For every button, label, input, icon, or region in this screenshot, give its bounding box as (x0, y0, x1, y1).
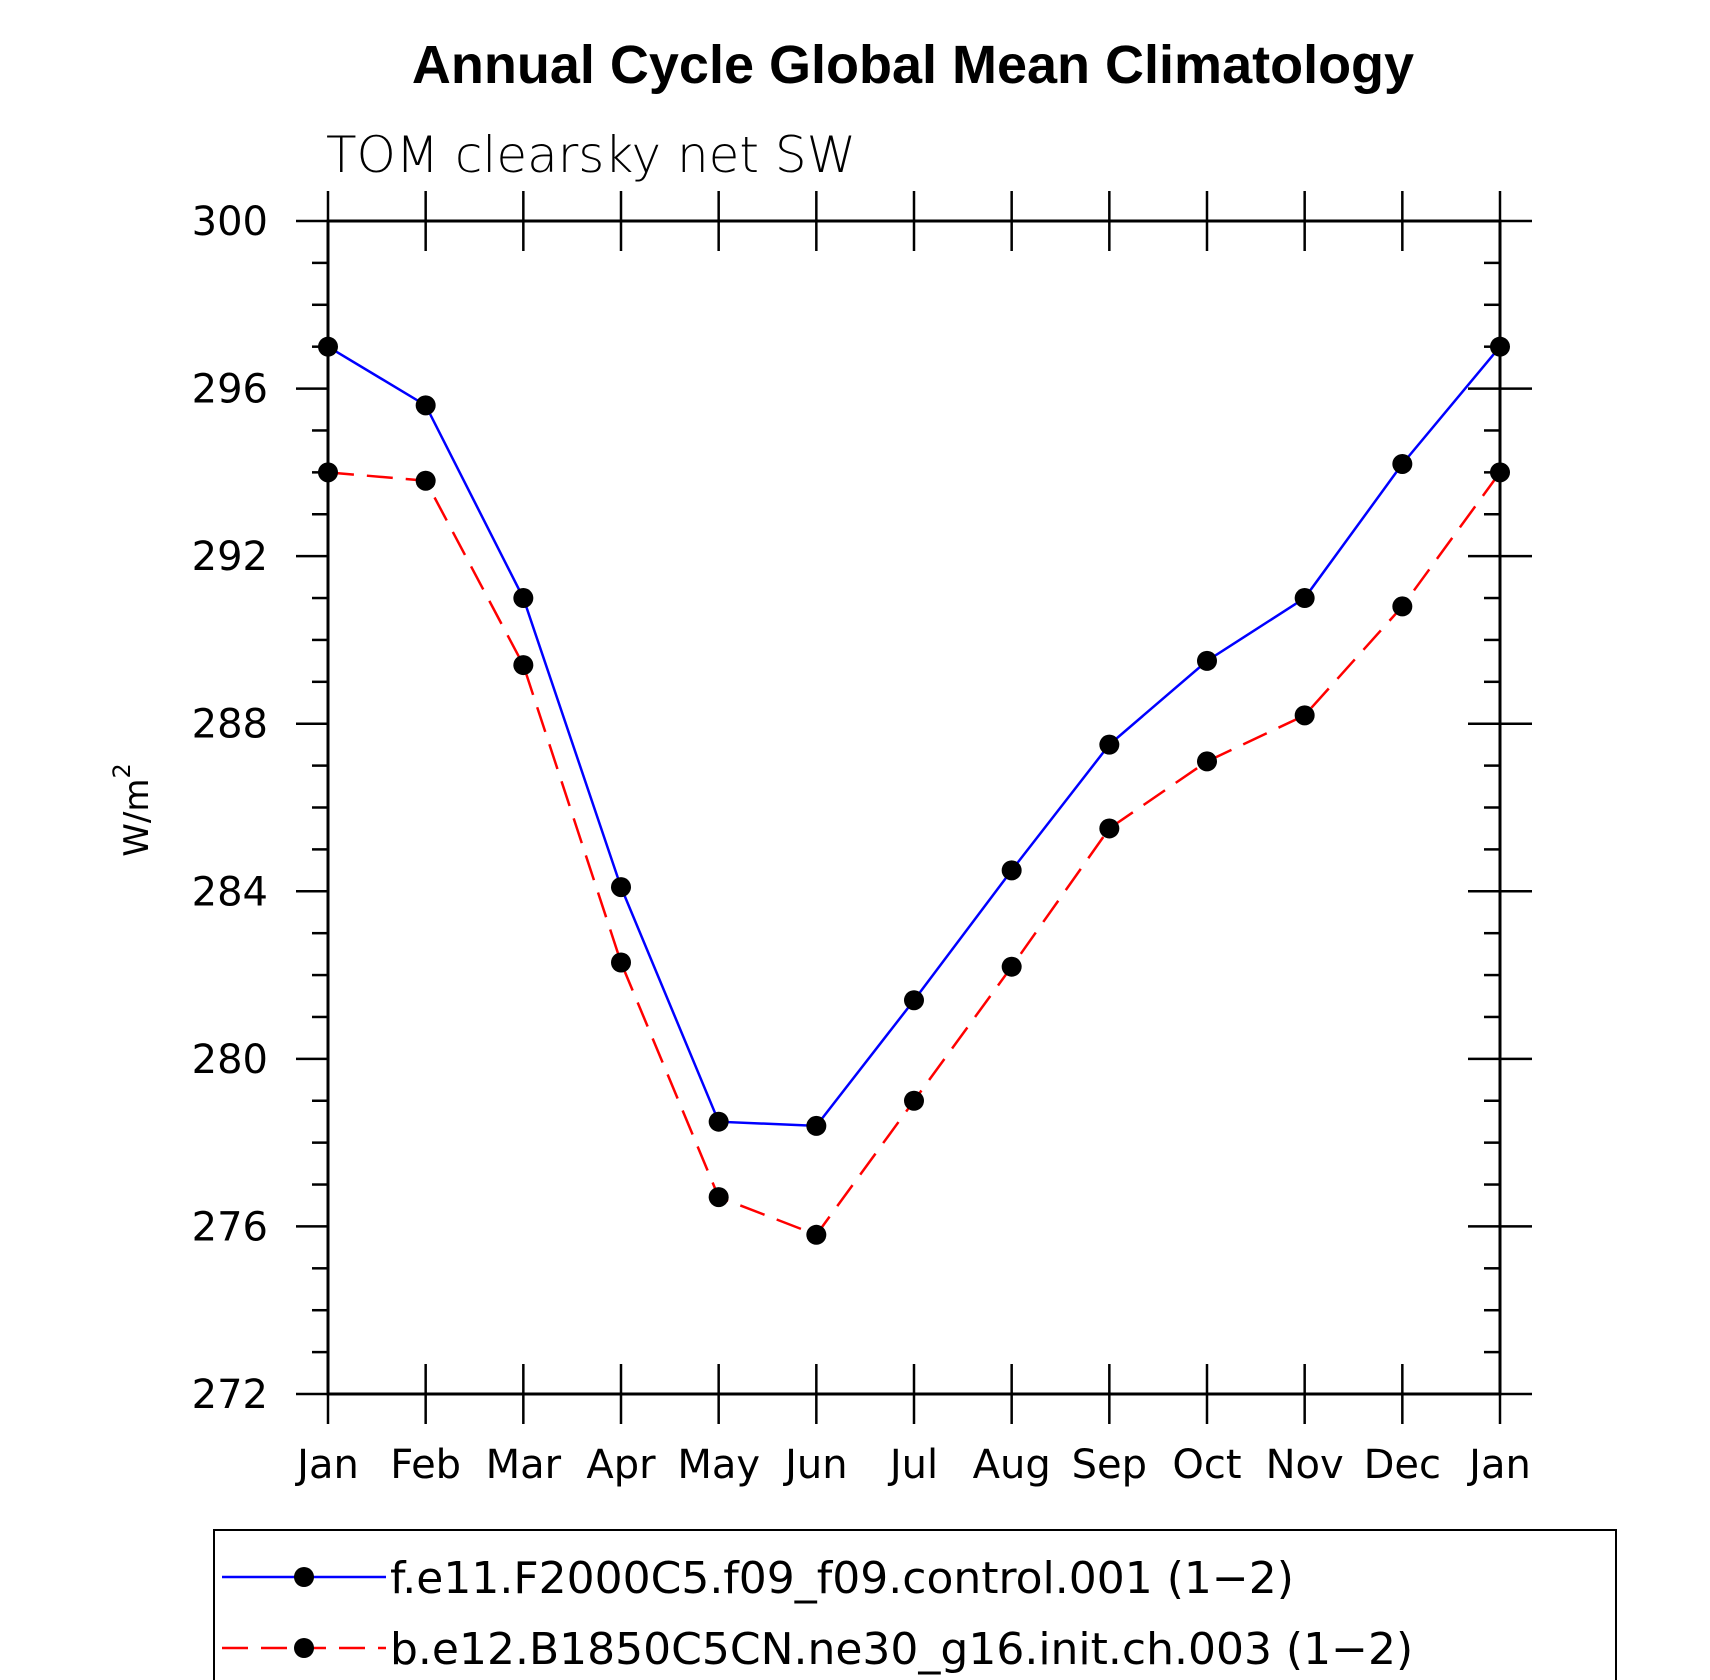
series-2-point (415, 470, 436, 491)
y-axis-label-text: W/m (117, 779, 157, 857)
series-1-point (513, 588, 534, 609)
x-tick-label: May (677, 1442, 760, 1488)
x-tick-label: Dec (1364, 1442, 1441, 1488)
series-1-point (708, 1111, 729, 1132)
series-2-point (513, 655, 534, 676)
plot-frame (326, 219, 1502, 1396)
series-1-point (1099, 734, 1120, 755)
series-2-point (1392, 596, 1413, 617)
series-2-point (318, 462, 338, 483)
x-tick-label: Jan (294, 1442, 359, 1488)
x-tick-label: Nov (1266, 1442, 1344, 1488)
y-tick-label: 280 (192, 1037, 268, 1083)
series-1-point (904, 990, 924, 1011)
y-tick-label: 292 (192, 534, 268, 580)
legend-marker-1 (294, 1567, 314, 1587)
x-tick-label: Jan (1466, 1442, 1531, 1488)
series-1-point (415, 395, 436, 416)
legend-marker-2 (294, 1638, 314, 1658)
y-tick-label: 276 (192, 1204, 268, 1250)
series-2-point (1197, 751, 1217, 772)
x-tick-label: Jul (887, 1442, 938, 1488)
series-2-point (904, 1090, 924, 1111)
x-tick-label: Mar (486, 1442, 562, 1488)
axis-ticks: 272 276 280 284 288 292 296 300 Jan Feb Mar Apr May J… (192, 191, 1532, 1488)
y-axis-label: W/m2 (108, 763, 157, 856)
x-tick-label: Sep (1072, 1442, 1147, 1488)
series-line-2 (327, 471, 1502, 1237)
x-tick-label: Aug (973, 1442, 1051, 1488)
legend (213, 1529, 1617, 1680)
y-tick-label: 284 (192, 869, 268, 915)
series-1-point (611, 877, 631, 898)
series-1-point (806, 1115, 827, 1136)
x-tick-label: Feb (390, 1442, 461, 1488)
legend-label-1: f.e11.F2000C5.f09_f09.control.001 (1−2) (390, 1553, 1294, 1604)
x-tick-label: Jun (782, 1442, 848, 1488)
y-tick-label: 300 (192, 199, 268, 245)
series-2-point (708, 1187, 729, 1208)
y-tick-label: 288 (192, 702, 268, 748)
series-1-point (1001, 860, 1022, 881)
series-2-point (1001, 956, 1022, 977)
series-2-point (1294, 705, 1315, 726)
svg-text:W/m2: W/m2 (108, 763, 157, 856)
series-2-point (611, 952, 631, 973)
y-axis-label-superscript: 2 (108, 763, 136, 778)
y-tick-label: 272 (192, 1372, 268, 1418)
x-tick-label: Oct (1172, 1442, 1241, 1488)
series-1-point (1392, 453, 1413, 474)
y-tick-label: 296 (192, 367, 268, 413)
series-2-point (806, 1224, 827, 1245)
x-tick-label: Apr (586, 1442, 656, 1488)
legend-entries: f.e11.F2000C5.f09_f09.control.001 (1−2) b… (222, 1553, 1413, 1675)
series-1-point (1294, 588, 1315, 609)
legend-label-2: b.e12.B1850C5CN.ne30_g16.init.ch.003 (1−… (390, 1624, 1413, 1675)
series-markers (318, 336, 1510, 1245)
series-1-point (1197, 650, 1217, 671)
series-1-point (1490, 336, 1510, 357)
series-1-point (318, 336, 338, 357)
series-2-point (1099, 818, 1120, 839)
chart-title: Annual Cycle Global Mean Climatology (412, 35, 1414, 95)
chart-subtitle: TOM clearsky net SW (326, 126, 856, 184)
series-2-point (1490, 462, 1510, 483)
